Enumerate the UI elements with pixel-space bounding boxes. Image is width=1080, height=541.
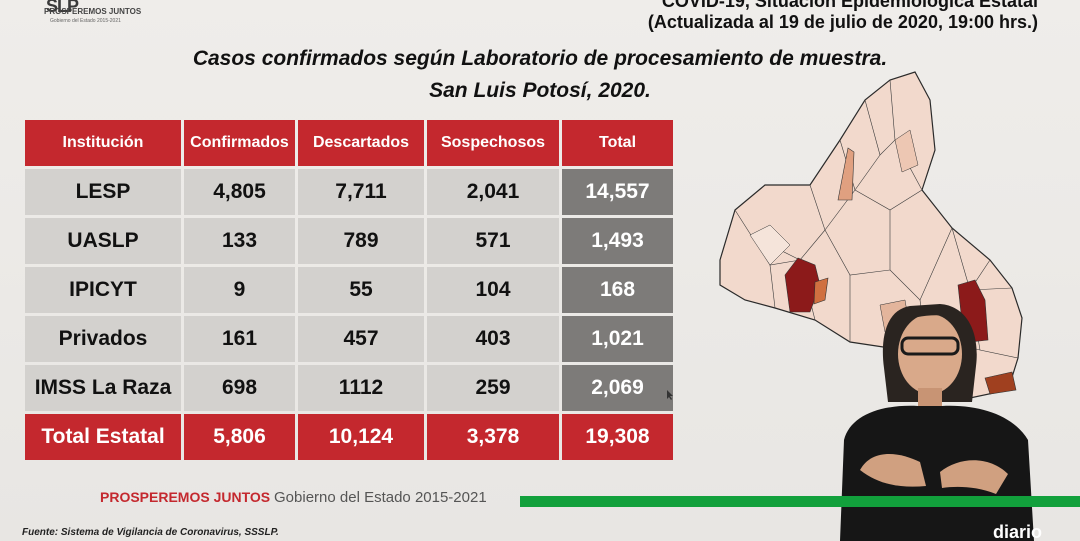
slide-subtitle: San Luis Potosí, 2020. [429,79,651,102]
total-cell: 1,021 [562,316,673,362]
institution-cell: LESP [25,169,181,215]
table-row: LESP 4,805 7,711 2,041 14,557 [25,169,673,215]
cases-table: Institución Confirmados Descartados Sosp… [22,117,676,463]
footer-government: Gobierno del Estado 2015-2021 [274,489,487,506]
suspected-cell: 403 [427,316,559,362]
discarded-cell: 1112 [298,365,424,411]
total-cell: 168 [562,267,673,313]
header-title: COVID-19, Situación Epidemiológica Estat… [661,0,1038,11]
confirmed-cell: 133 [184,218,295,264]
institution-cell: Privados [25,316,181,362]
column-header: Confirmados [184,120,295,166]
mouse-cursor-icon [667,390,673,400]
suspected-cell: 2,041 [427,169,559,215]
confirmed-cell: 4,805 [184,169,295,215]
table-row: Privados 161 457 403 1,021 [25,316,673,362]
total-cell: 2,069 [562,365,673,411]
confirmed-cell: 161 [184,316,295,362]
discarded-cell: 789 [298,218,424,264]
table-row: UASLP 133 789 571 1,493 [25,218,673,264]
footer-green-line [520,496,1080,507]
total-cell: 14,557 [562,169,673,215]
column-header: Total [562,120,673,166]
logo-text: PROSPEREMOS JUNTOS [44,7,142,16]
table-row: IMSS La Raza 698 1112 259 2,069 [25,365,673,411]
suspected-cell: 104 [427,267,559,313]
institution-cell: IPICYT [25,267,181,313]
column-header: Institución [25,120,181,166]
logo-subtext: Gobierno del Estado 2015-2021 [50,18,121,24]
discarded-cell: 457 [298,316,424,362]
grand-total-cell: 19,308 [562,414,673,460]
column-header: Sospechosos [427,120,559,166]
institution-cell: UASLP [25,218,181,264]
slide-title: Casos confirmados según Laboratorio de p… [192,47,888,70]
total-confirmed-cell: 5,806 [184,414,295,460]
table-row: IPICYT 9 55 104 168 [25,267,673,313]
footer-branding: PROSPEREMOS JUNTOS Gobierno del Estado 2… [100,489,487,506]
logo-mark: SLP [46,0,79,16]
total-label-cell: Total Estatal [25,414,181,460]
suspected-cell: 571 [427,218,559,264]
institution-cell: IMSS La Raza [25,365,181,411]
footer-brand: PROSPEREMOS JUNTOS [100,489,271,505]
source-note: Fuente: Sistema de Vigilancia de Coronav… [22,527,279,538]
discarded-cell: 55 [298,267,424,313]
confirmed-cell: 9 [184,267,295,313]
overlay-watermark: diario [993,522,1043,541]
table-header-row: Institución Confirmados Descartados Sosp… [25,120,673,166]
total-cell: 1,493 [562,218,673,264]
total-suspected-cell: 3,378 [427,414,559,460]
government-logo: SLP PROSPEREMOS JUNTOS Gobierno del Esta… [40,0,150,32]
sign-language-interpreter [840,304,1034,541]
suspected-cell: 259 [427,365,559,411]
discarded-cell: 7,711 [298,169,424,215]
total-discarded-cell: 10,124 [298,414,424,460]
confirmed-cell: 698 [184,365,295,411]
table-total-row: Total Estatal 5,806 10,124 3,378 19,308 [25,414,673,460]
header-update-date: (Actualizada al 19 de julio de 2020, 19:… [647,12,1038,32]
column-header: Descartados [298,120,424,166]
